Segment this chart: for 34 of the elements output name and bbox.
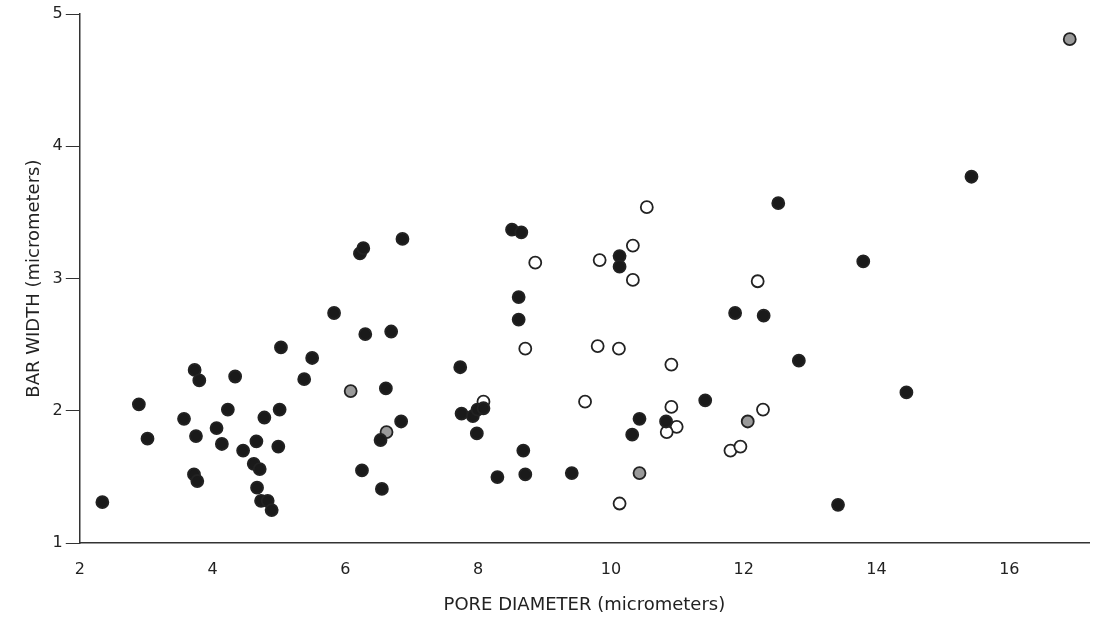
point bbox=[750, 274, 765, 289]
y-tick-label: 5 bbox=[52, 3, 63, 23]
point bbox=[664, 357, 679, 372]
point bbox=[590, 339, 605, 353]
x-tick-label: 10 bbox=[600, 558, 622, 578]
y-tick-label: 1 bbox=[52, 532, 63, 552]
point bbox=[625, 238, 640, 253]
x-axis-title: PORE DIAMETER (micrometers) bbox=[443, 592, 726, 614]
point bbox=[612, 341, 626, 356]
x-tick-label: 6 bbox=[340, 558, 351, 578]
point bbox=[639, 200, 654, 215]
point bbox=[518, 341, 533, 356]
point bbox=[612, 496, 627, 511]
x-tick-label: 14 bbox=[866, 558, 887, 578]
point bbox=[592, 253, 607, 267]
y-tick-label: 2 bbox=[52, 400, 63, 420]
y-tick-label: 4 bbox=[52, 135, 63, 155]
point bbox=[343, 384, 358, 398]
point bbox=[756, 402, 770, 417]
point bbox=[733, 439, 748, 454]
x-tick-label: 16 bbox=[999, 558, 1020, 578]
x-tick-label: 8 bbox=[473, 558, 484, 578]
y-axis-title: BAR WIDTH (micrometers) bbox=[22, 159, 44, 398]
x-tick-label: 2 bbox=[74, 558, 85, 578]
point bbox=[664, 400, 679, 414]
point bbox=[632, 466, 647, 480]
point bbox=[1062, 32, 1077, 47]
point bbox=[528, 255, 543, 270]
point bbox=[578, 394, 592, 409]
x-tick-label: 4 bbox=[207, 558, 218, 578]
y-tick-label: 3 bbox=[52, 267, 63, 287]
point bbox=[740, 414, 755, 429]
x-tick-label: 12 bbox=[733, 558, 754, 578]
point bbox=[625, 273, 640, 287]
